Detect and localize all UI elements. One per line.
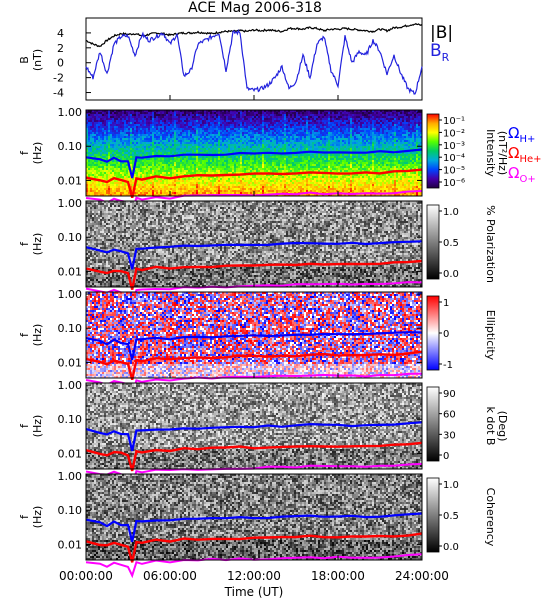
k-dot-b-colorbar-tick-label: 90 [443, 389, 456, 400]
ellipticity-line-Hplus [85, 331, 423, 361]
legend-omega-h: ΩH+ [508, 124, 535, 145]
time-axis-label: Time (UT) [224, 585, 284, 599]
intensity-colorbar-label: Intensity [484, 129, 497, 177]
k-dot-b-colorbar-tick-label: 0 [443, 451, 449, 462]
coherency-ytick-label: 0.01 [58, 538, 83, 551]
ellipticity-colorbar-tick-label: -1 [443, 360, 453, 371]
k-dot-b-ytick-label: 0.10 [58, 413, 83, 426]
intensity-ytick-label: 1.00 [58, 106, 83, 119]
time-tick-label: 00:00:00 [59, 569, 113, 583]
k-dot-b-line-Hplus [85, 421, 423, 452]
ellipticity-line-Heplus [85, 350, 423, 381]
bfield-plot [85, 22, 423, 95]
k-dot-b-ylabel: f [18, 423, 31, 428]
time-tick-label: 12:00:00 [227, 569, 281, 583]
time-tick-label: 18:00:00 [311, 569, 365, 583]
ellipticity-panel: 1.00 0.10 0.01 f (Hz) 1 0 -1 Ellipticity [18, 288, 497, 398]
coherency-line-Hplus [85, 512, 423, 543]
bfield-yticks: 4 2 0 -2 -4 [53, 27, 91, 100]
ellipticity-colorbar [426, 295, 440, 371]
polarization-colorbar [426, 204, 440, 280]
polarization-line-Heplus [85, 259, 423, 290]
polarization-colorbar-tick-label: 1.0 [443, 207, 459, 218]
k-dot-b-colorbar-unit: (Deg) [496, 411, 509, 442]
ellipticity-yunit: (Hz) [31, 324, 44, 347]
polarization-line-Hplus [85, 240, 423, 270]
intensity-ylabel: f [18, 150, 31, 155]
time-axis-ticks: 00:00:00 06:00:00 12:00:00 18:00:00 24:00:00 [59, 95, 449, 583]
k-dot-b-yunit: (Hz) [31, 415, 44, 438]
bfield-yunit: (nT) [31, 49, 44, 71]
bfield-ylabel: B [18, 56, 31, 64]
polarization-colorbar-label: % Polarization [484, 205, 497, 283]
bfield-ytick-label: -4 [53, 87, 64, 100]
k-dot-b-colorbar-tick-label: 60 [443, 410, 456, 421]
intensity-colorbar-tick-label: 10⁻⁶ [443, 178, 465, 189]
bfield-ytick-label: -2 [53, 72, 64, 85]
coherency-ytick-label: 1.00 [58, 470, 83, 483]
legend-omega-o: ΩO+ [508, 164, 536, 185]
bfield-frame [85, 17, 423, 101]
coherency-panel: 1.00 0.10 0.01 f (Hz) 1.0 0.5 0.0 Coherency [18, 470, 497, 579]
k-dot-b-colorbar-tick-label: 30 [443, 430, 456, 441]
ellipticity-ytick-label: 0.10 [58, 322, 83, 335]
ellipticity-ylabel: f [18, 332, 31, 337]
ellipticity-ytick-label: 1.00 [58, 288, 83, 301]
spectrogram-panels: 1.000.100.01f (Hz)10⁻¹10⁻²10⁻³10⁻⁴10⁻⁵10⁻… [18, 106, 509, 579]
polarization-ytick-label: 0.01 [58, 265, 83, 278]
ellipticity-colorbar-label: Ellipticity [484, 310, 497, 361]
coherency-colorbar [426, 477, 440, 553]
intensity-yunit: (Hz) [31, 142, 44, 165]
intensity-colorbar-tick-label: 10⁻² [443, 128, 465, 139]
ellipticity-colorbar-tick-label: 1 [443, 298, 449, 309]
time-tick-label: 24:00:00 [395, 569, 449, 583]
k-dot-b-ytick-label: 0.01 [58, 447, 83, 460]
coherency-colorbar-tick-label: 1.0 [443, 480, 459, 491]
ellipticity-ytick-label: 0.01 [58, 356, 83, 369]
k-dot-b-line-Heplus [85, 441, 423, 472]
chart-title: ACE Mag 2006-318 [188, 0, 322, 16]
polarization-ylabel: f [18, 241, 31, 246]
polarization-panel: 1.00 0.10 0.01 f (Hz) 1.0 0.5 0.0 % Polarization [18, 197, 497, 306]
intensity-line-Heplus [85, 168, 423, 199]
polarization-colorbar-tick-label: 0.0 [443, 269, 459, 280]
intensity-ytick-label: 0.01 [58, 174, 83, 187]
bfield-ytick-label: 4 [57, 27, 64, 40]
bfield-panel: 4 2 0 -2 -4 B (nT) |B| BR [18, 17, 453, 101]
coherency-line-Heplus [85, 532, 423, 563]
k-dot-b-ytick-label: 1.00 [58, 379, 83, 392]
bfield-series-br [85, 29, 423, 95]
coherency-colorbar-tick-label: 0.5 [443, 511, 459, 522]
intensity-colorbar-tick-label: 10⁻³ [443, 141, 465, 152]
k-dot-b-panel: 1.00 0.10 0.01 f (Hz) 90 60 30 0 k dot B (Deg) [18, 379, 509, 489]
ion-legend: ΩH+ ΩHe+ ΩO+ [508, 124, 542, 185]
intensity-colorbar-unit: (nT²/Hz) [496, 131, 509, 175]
ellipticity-colorbar-tick-label: 0 [443, 329, 449, 340]
intensity-colorbar-tick-label: 10⁻⁴ [443, 153, 465, 164]
intensity-line-Hplus [85, 148, 423, 179]
coherency-ytick-label: 0.10 [58, 504, 83, 517]
intensity-colorbar-tick-label: 10⁻¹ [443, 116, 465, 127]
time-tick-label: 06:00:00 [143, 569, 197, 583]
polarization-ytick-label: 1.00 [58, 197, 83, 210]
bfield-ytick-label: 2 [57, 42, 64, 55]
k-dot-b-colorbar [426, 386, 440, 462]
intensity-colorbar-tick-label: 10⁻⁵ [443, 166, 465, 177]
legend-omega-he: ΩHe+ [508, 144, 542, 165]
intensity-colorbar [426, 113, 440, 189]
coherency-ylabel: f [18, 514, 31, 519]
bfield-ytick-label: 0 [57, 57, 64, 70]
legend-b-r: BR [430, 41, 450, 64]
k-dot-b-colorbar-label: k dot B [484, 407, 497, 446]
polarization-colorbar-tick-label: 0.5 [443, 238, 459, 249]
coherency-colorbar-tick-label: 0.0 [443, 542, 459, 553]
intensity-ytick-label: 0.10 [58, 140, 83, 153]
coherency-colorbar-label: Coherency [484, 488, 497, 547]
legend-b-total: |B| [430, 23, 453, 43]
polarization-yunit: (Hz) [31, 233, 44, 256]
intensity-panel: 1.00 0.10 0.01 f (Hz) 10⁻¹10⁻² 10⁻³10⁻⁴ 10⁻⁵10⁻… [18, 106, 509, 215]
polarization-ytick-label: 0.10 [58, 231, 83, 244]
coherency-yunit: (Hz) [31, 506, 44, 529]
